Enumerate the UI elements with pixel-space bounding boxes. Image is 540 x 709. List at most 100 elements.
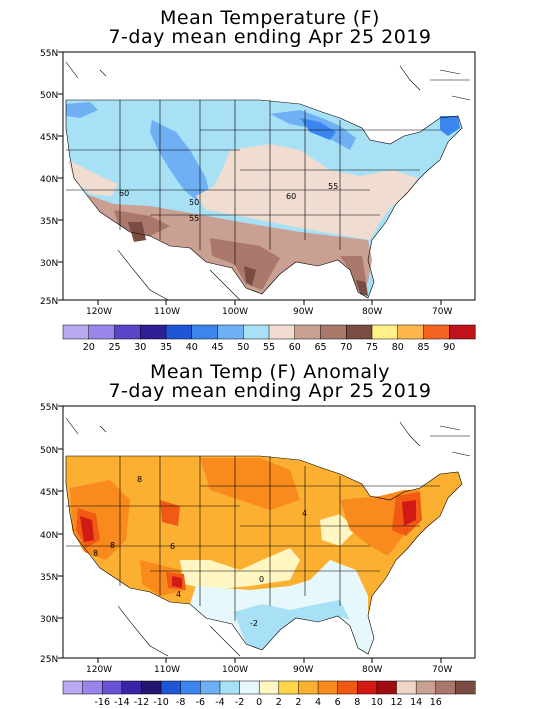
colorbar-tick-label: 55 bbox=[263, 342, 275, 353]
temp-lat-label: 30N bbox=[40, 259, 58, 269]
anomaly-lat-label: 35N bbox=[40, 573, 58, 583]
temp-contour-label: 55 bbox=[189, 214, 199, 223]
colorbar-swatch bbox=[219, 680, 241, 695]
anomaly-lon-label: 110W bbox=[154, 665, 180, 675]
temp-lon-label: 90W bbox=[293, 307, 313, 317]
colorbar-tick-label: 80 bbox=[392, 342, 404, 353]
temp-lat-label: 55N bbox=[40, 49, 58, 59]
anomaly-axis-ticks bbox=[58, 405, 442, 663]
temp-colorbar: 20 25 30 35 40 45 50 55 60 65 70 75 80 85 90 bbox=[62, 324, 476, 353]
colorbar-swatch bbox=[258, 680, 280, 695]
colorbar-swatch bbox=[337, 680, 358, 695]
anomaly-map-fields bbox=[65, 417, 471, 657]
colorbar-swatch bbox=[317, 680, 339, 695]
colorbar-tick-label: -10 bbox=[153, 697, 169, 708]
anomaly-colorbar: -16 -14 -12 -10 -8 -6 -4 -2 0 2 2 4 6 8 10 12 14 16 bbox=[62, 680, 476, 708]
temp-lat-label: 50N bbox=[40, 91, 58, 101]
anomaly-field-6 bbox=[70, 458, 420, 596]
colorbar-tick-label: -8 bbox=[176, 697, 185, 708]
temp-lat-label: 40N bbox=[40, 175, 58, 185]
anomaly-contour-label: 8 bbox=[93, 549, 98, 558]
anomaly-map-title-line1: Mean Temp (F) Anomaly bbox=[149, 361, 391, 383]
anomaly-lat-labels: 55N 50N 45N 40N 35N 30N 25N bbox=[40, 403, 58, 665]
anomaly-contour-label: 8 bbox=[110, 541, 115, 550]
temp-map-title-line2: 7-day mean ending Apr 25 2019 bbox=[108, 26, 432, 48]
colorbar-swatch bbox=[371, 324, 399, 340]
anomaly-lon-labels: 120W 110W 100W 90W 80W 70W bbox=[86, 665, 452, 675]
anomaly-contour-label: 0 bbox=[259, 575, 264, 584]
colorbar-swatch bbox=[357, 680, 378, 695]
colorbar-swatch bbox=[396, 680, 417, 695]
colorbar-tick-label: -12 bbox=[134, 697, 150, 708]
temp-lon-label: 80W bbox=[362, 307, 382, 317]
temp-lon-label: 100W bbox=[222, 307, 248, 317]
temp-axis-ticks bbox=[58, 51, 442, 305]
colorbar-tick-label: 4 bbox=[315, 697, 321, 708]
anomaly-lon-label: 100W bbox=[222, 665, 248, 675]
colorbar-swatch bbox=[165, 324, 193, 340]
temp-contour-label: 60 bbox=[286, 192, 296, 201]
temp-map-title-line1: Mean Temperature (F) bbox=[160, 7, 380, 29]
colorbar-swatch bbox=[294, 324, 322, 340]
colorbar-tick-label: -14 bbox=[114, 697, 130, 708]
anomaly-contour-label: 4 bbox=[176, 590, 181, 599]
temp-lon-label: 70W bbox=[432, 307, 452, 317]
colorbar-tick-label: 20 bbox=[83, 342, 95, 353]
colorbar-tick-label: 0 bbox=[256, 697, 262, 708]
temp-coastlines bbox=[65, 61, 471, 300]
anomaly-field-0 bbox=[190, 560, 374, 654]
colorbar-swatch bbox=[62, 324, 90, 340]
temp-state-lines bbox=[65, 99, 463, 299]
colorbar-tick-label: 65 bbox=[314, 342, 326, 353]
colorbar-tick-label: 60 bbox=[289, 342, 301, 353]
temp-contour-label: 60 bbox=[119, 189, 129, 198]
colorbar-tick-label: 10 bbox=[371, 697, 383, 708]
anomaly-field-neg2 bbox=[234, 600, 350, 650]
temp-lat-label: 25N bbox=[40, 297, 58, 307]
anomaly-lat-label: 25N bbox=[40, 655, 58, 665]
colorbar-tick-label: 50 bbox=[237, 342, 249, 353]
colorbar-tick-label: 16 bbox=[430, 697, 442, 708]
colorbar-swatch bbox=[217, 324, 244, 340]
colorbar-tick-label: 85 bbox=[417, 342, 429, 353]
colorbar-tick-label: -4 bbox=[215, 697, 224, 708]
colorbar-swatch bbox=[191, 324, 219, 340]
colorbar-swatch bbox=[278, 680, 299, 695]
colorbar-swatch bbox=[455, 680, 476, 695]
colorbar-tick-label: 90 bbox=[443, 342, 455, 353]
colorbar-swatch bbox=[140, 324, 167, 340]
colorbar-swatch bbox=[435, 680, 456, 695]
colorbar-swatch bbox=[180, 680, 201, 695]
colorbar-tick-label: 75 bbox=[366, 342, 378, 353]
colorbar-tick-label: 2 bbox=[295, 697, 301, 708]
anomaly-contour-label: 6 bbox=[170, 542, 175, 551]
anomaly-contour-label: -2 bbox=[250, 619, 258, 628]
colorbar-tick-label: 45 bbox=[211, 342, 223, 353]
anomaly-lat-label: 55N bbox=[40, 403, 58, 413]
anomaly-coastlines bbox=[65, 417, 471, 657]
anomaly-map: 8 8 8 6 4 0 -2 4 55N 50N 45N 40N 35N 30N… bbox=[40, 403, 476, 708]
temp-field-70 bbox=[114, 210, 366, 290]
temp-map: 60 50 55 60 55 55N 50N 45N 40N 35N 30N 2… bbox=[40, 49, 476, 353]
anomaly-lon-label: 120W bbox=[86, 665, 112, 675]
colorbar-swatch bbox=[160, 680, 182, 695]
colorbar-swatch bbox=[268, 324, 296, 340]
colorbar-tick-label: 14 bbox=[410, 697, 422, 708]
colorbar-tick-label: -2 bbox=[235, 697, 244, 708]
colorbar-tick-label: 30 bbox=[134, 342, 146, 353]
colorbar-tick-label: 35 bbox=[160, 342, 172, 353]
temp-lon-label: 110W bbox=[154, 307, 180, 317]
temp-field-45 bbox=[300, 116, 460, 140]
colorbar-swatch bbox=[62, 680, 84, 695]
anomaly-lon-label: 80W bbox=[362, 665, 382, 675]
colorbar-tick-label: 40 bbox=[186, 342, 198, 353]
colorbar-swatch bbox=[239, 680, 260, 695]
colorbar-swatch bbox=[298, 680, 319, 695]
temp-field-75 bbox=[128, 222, 368, 296]
anomaly-lon-label: 70W bbox=[432, 665, 452, 675]
anomaly-lat-label: 40N bbox=[40, 531, 58, 541]
temp-contour-label: 50 bbox=[189, 198, 199, 207]
colorbar-tick-label: 25 bbox=[108, 342, 120, 353]
colorbar-swatch bbox=[101, 680, 123, 695]
